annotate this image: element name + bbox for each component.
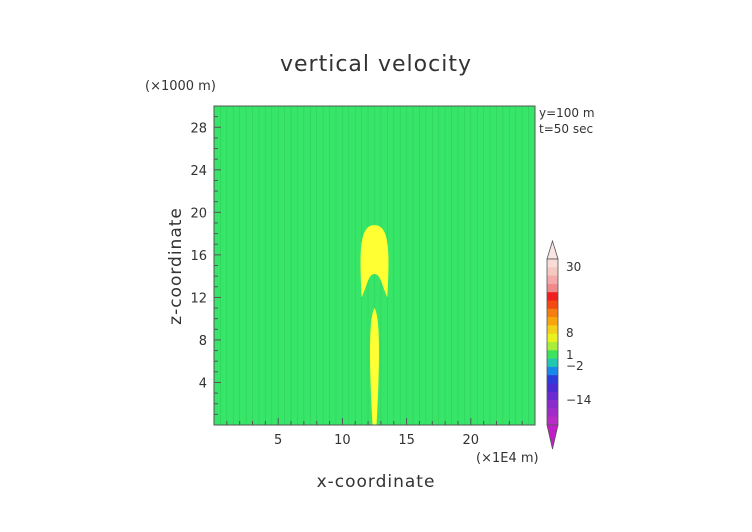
y-axis-label: z-coordinate: [166, 207, 186, 325]
colorbar-tick-labels: 30 8 1−2 −14: [566, 260, 591, 407]
colorbar-band: [547, 391, 558, 401]
colorbar-band: [547, 267, 558, 276]
colorbar-band: [547, 400, 558, 409]
x-axis-ticks: 5 10 15 20: [226, 418, 523, 448]
colorbar-top-arrow: [546, 239, 559, 260]
info-line-y: y=100 m: [539, 106, 595, 120]
colorbar-band: [547, 375, 558, 384]
colorbar-band: [547, 358, 558, 368]
y-tick-label: 16: [190, 249, 207, 264]
y-tick-label: 8: [199, 334, 207, 349]
colorbar-band: [547, 308, 558, 318]
x-axis-label: x-coordinate: [317, 472, 436, 492]
y-tick-label: 4: [199, 376, 207, 391]
plot-area: [213, 105, 536, 426]
colorbar: [546, 239, 559, 450]
colorbar-band: [547, 416, 558, 426]
y-tick-label: 28: [190, 121, 207, 136]
plume-column-contour: [370, 308, 379, 425]
colorbar-tick-label: 8: [566, 326, 574, 340]
colorbar-band: [547, 292, 558, 301]
y-axis-unit: (×1000 m): [145, 79, 216, 94]
colorbar-band: [547, 317, 558, 326]
y-tick-label: 12: [190, 291, 207, 306]
x-tick-label: 5: [274, 433, 282, 448]
info-line-t: t=50 sec: [539, 122, 593, 136]
colorbar-bottom-arrow: [546, 424, 559, 450]
y-tick-label: 20: [190, 206, 207, 221]
colorbar-tick-label: −2: [566, 359, 584, 373]
colorbar-band: [547, 333, 558, 343]
colorbar-band: [547, 300, 558, 310]
colorbar-band: [547, 283, 558, 293]
grid-lines: [220, 106, 529, 425]
colorbar-band: [547, 350, 558, 359]
colorbar-tick-label: 1: [566, 348, 574, 362]
colorbar-band: [547, 342, 558, 351]
colorbar-band: [547, 383, 558, 393]
x-axis-unit: (×1E4 m): [476, 451, 539, 466]
colorbar-band: [547, 325, 558, 334]
colorbar-band: [547, 275, 558, 285]
x-tick-label: 15: [398, 433, 415, 448]
y-tick-label: 24: [190, 164, 207, 179]
colorbar-band: [547, 408, 558, 417]
x-tick-label: 10: [334, 433, 351, 448]
x-tick-label: 20: [463, 433, 480, 448]
colorbar-band: [547, 366, 558, 376]
colorbar-tick-label: −14: [566, 393, 591, 407]
plume-cap-contour: [360, 225, 389, 298]
y-axis-ticks: 4 8 12 16 20 24 28: [190, 116, 221, 415]
chart-title: vertical velocity: [280, 52, 472, 77]
colorbar-tick-label: 30: [566, 260, 581, 274]
colorbar-band: [547, 259, 558, 268]
